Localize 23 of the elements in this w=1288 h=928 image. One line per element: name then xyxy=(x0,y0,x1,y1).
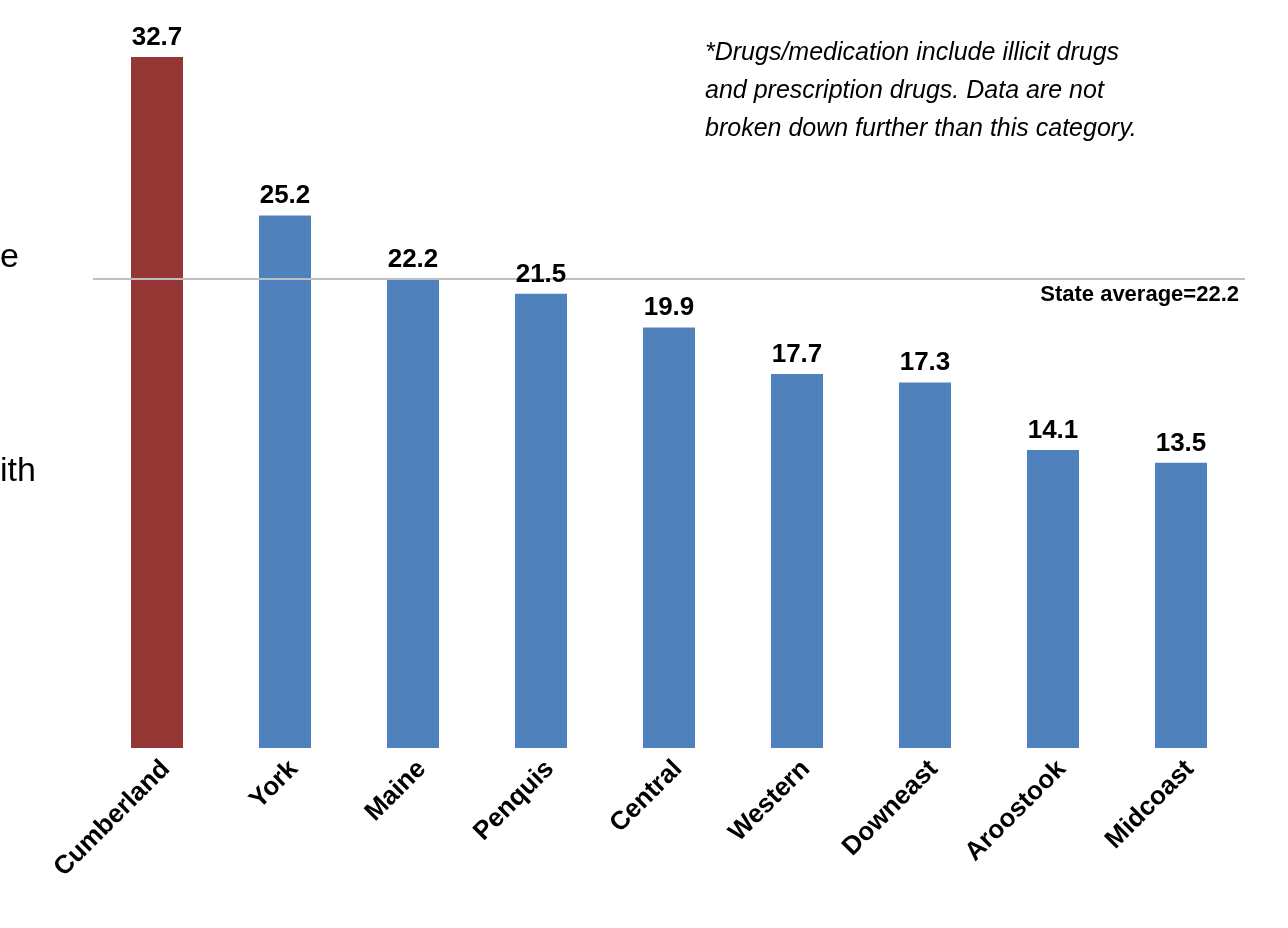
bar xyxy=(387,278,439,748)
data-label: 22.2 xyxy=(387,242,439,273)
data-label: 21.5 xyxy=(515,257,567,288)
bar xyxy=(1155,462,1207,748)
bar xyxy=(1027,450,1079,748)
data-label: 17.7 xyxy=(771,337,823,368)
x-tick-label: York xyxy=(242,752,304,814)
text: ith xyxy=(0,450,36,489)
data-label: 17.3 xyxy=(899,346,951,377)
data-label: 19.9 xyxy=(643,291,695,322)
text: e xyxy=(0,236,19,275)
data-label: 32.7 xyxy=(131,21,183,51)
annotation: *Drugs/medication include illicit drugs and prescription drugs. Data are not broken down further than this category. xyxy=(705,36,1138,143)
bar xyxy=(131,57,183,748)
bar xyxy=(899,382,951,748)
bar xyxy=(259,215,311,748)
data-label: 25.2 xyxy=(259,179,311,210)
bar xyxy=(771,373,823,748)
bar xyxy=(515,293,567,748)
data-label: 14.1 xyxy=(1027,414,1079,445)
ref-line-label: State average=22.2 xyxy=(1040,280,1239,306)
bar xyxy=(643,327,695,748)
data-label: 13.5 xyxy=(1155,426,1207,457)
